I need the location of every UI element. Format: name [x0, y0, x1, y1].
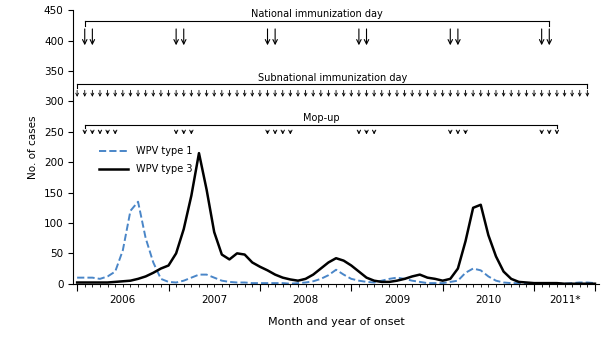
- Y-axis label: No. of cases: No. of cases: [28, 115, 38, 179]
- Text: National immunization day: National immunization day: [251, 9, 383, 19]
- Text: 2010: 2010: [475, 295, 502, 305]
- X-axis label: Month and year of onset: Month and year of onset: [268, 317, 404, 327]
- WPV type 3: [584, 282, 591, 286]
- WPV type 3: [477, 203, 485, 207]
- Legend: WPV type 1, WPV type 3: WPV type 1, WPV type 3: [99, 146, 192, 174]
- Text: 2006: 2006: [110, 295, 136, 305]
- Text: Subnational immunization day: Subnational immunization day: [258, 73, 407, 83]
- WPV type 1: [180, 279, 188, 283]
- WPV type 3: [73, 280, 81, 284]
- Line: WPV type 1: WPV type 1: [77, 202, 595, 284]
- Text: Mop-up: Mop-up: [302, 113, 339, 123]
- WPV type 1: [584, 280, 591, 284]
- Text: 2008: 2008: [293, 295, 319, 305]
- WPV type 1: [386, 277, 393, 281]
- WPV type 1: [485, 274, 492, 279]
- Text: 2009: 2009: [384, 295, 410, 305]
- WPV type 3: [591, 282, 599, 286]
- WPV type 3: [561, 282, 568, 286]
- Text: 2007: 2007: [201, 295, 227, 305]
- WPV type 1: [287, 282, 294, 286]
- WPV type 3: [157, 266, 164, 271]
- WPV type 1: [165, 280, 172, 284]
- WPV type 3: [112, 280, 119, 284]
- WPV type 3: [196, 151, 203, 155]
- WPV type 1: [73, 275, 81, 280]
- WPV type 3: [172, 251, 180, 255]
- Text: 2011*: 2011*: [549, 295, 580, 305]
- WPV type 1: [591, 281, 599, 285]
- WPV type 3: [378, 280, 386, 284]
- Line: WPV type 3: WPV type 3: [77, 153, 595, 284]
- WPV type 1: [134, 200, 142, 204]
- WPV type 1: [112, 270, 119, 274]
